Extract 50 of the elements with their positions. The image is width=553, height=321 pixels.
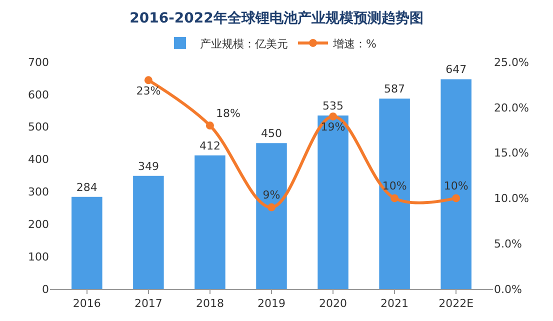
legend-label: 产业规模：亿美元 (200, 37, 288, 50)
data-label: 9% (262, 188, 280, 202)
point (268, 203, 276, 212)
data-label: 18% (216, 106, 240, 120)
data-label: 647 (446, 63, 467, 76)
y-tick-label: 0 (42, 282, 49, 296)
y-tick-label: 700 (28, 56, 49, 69)
x-tick-label: 2020 (319, 297, 348, 310)
y2-tick-label: 0.0% (494, 282, 522, 296)
y-tick-label: 600 (28, 88, 49, 102)
data-label: 535 (322, 100, 344, 113)
x-tick-label: 2022E (438, 297, 474, 310)
x-tick-label: 2018 (196, 297, 224, 310)
y-tick-label: 300 (28, 186, 49, 199)
y2-tick-label: 20.0% (494, 101, 529, 114)
y-tick-label: 400 (28, 153, 49, 166)
legend-label: 增速：% (332, 37, 376, 50)
data-label: 10% (444, 179, 468, 192)
y-tick-label: 100 (28, 250, 49, 264)
x-tick-label: 2019 (258, 297, 286, 310)
y2-tick-label: 5.0% (494, 237, 522, 250)
x-tick-label: 2017 (134, 297, 162, 310)
data-label: 587 (384, 82, 406, 96)
data-label: 412 (199, 139, 220, 152)
data-label: 10% (382, 179, 407, 192)
data-label: 349 (138, 160, 159, 173)
y2-tick-label: 15.0% (494, 146, 529, 160)
point (329, 112, 338, 120)
point (390, 194, 399, 202)
data-label: 23% (136, 84, 161, 98)
bar (379, 98, 410, 289)
point (206, 122, 214, 130)
y-tick-label: 200 (28, 218, 49, 231)
data-label: 19% (320, 120, 346, 134)
chart-title: 2016-2022年全球锂电池产业规模预测趋势图 (130, 10, 424, 27)
x-tick-label: 2016 (72, 297, 101, 310)
point (144, 76, 152, 84)
y2-tick-label: 10.0% (494, 192, 529, 206)
data-label: 450 (261, 127, 282, 140)
y2-tick-label: 25.0% (494, 56, 529, 69)
bar (194, 155, 226, 289)
point (452, 194, 460, 202)
bar (256, 143, 287, 289)
bar (133, 176, 164, 289)
bar (440, 79, 472, 289)
data-label: 284 (76, 180, 98, 194)
bar (72, 196, 102, 289)
bar (318, 116, 348, 289)
x-tick-label: 2021 (380, 297, 409, 310)
y-tick-label: 500 (28, 120, 49, 134)
